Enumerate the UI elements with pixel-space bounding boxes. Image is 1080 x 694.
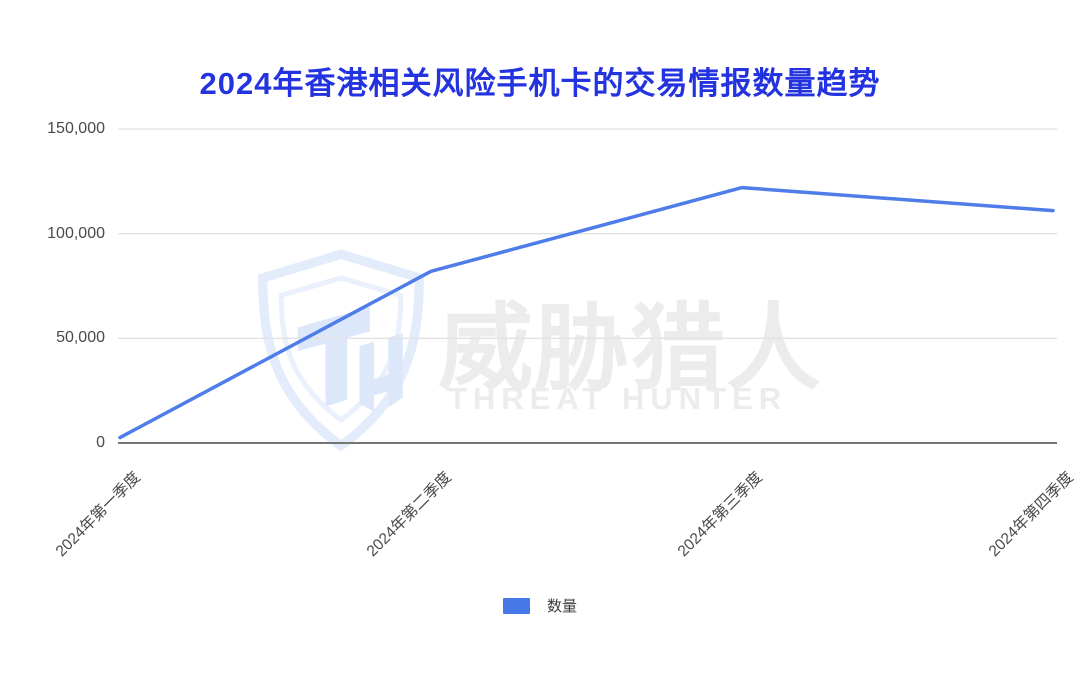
chart-title: 2024年香港相关风险手机卡的交易情报数量趋势 xyxy=(199,66,881,101)
y-axis-label: 0 xyxy=(96,434,105,451)
series-line-数量 xyxy=(118,185,1055,440)
legend-series-label: 数量 xyxy=(546,598,577,615)
y-axis-label: 50,000 xyxy=(56,329,105,347)
y-axis-label: 150,000 xyxy=(47,120,105,137)
y-axis-label: 100,000 xyxy=(47,224,105,242)
legend: 数量 xyxy=(0,595,1080,616)
watermark-en-text: THREAT HUNTER xyxy=(448,381,788,416)
legend-series-swatch xyxy=(502,597,530,614)
watermark-zh-text: 威胁猎人 xyxy=(438,296,823,402)
